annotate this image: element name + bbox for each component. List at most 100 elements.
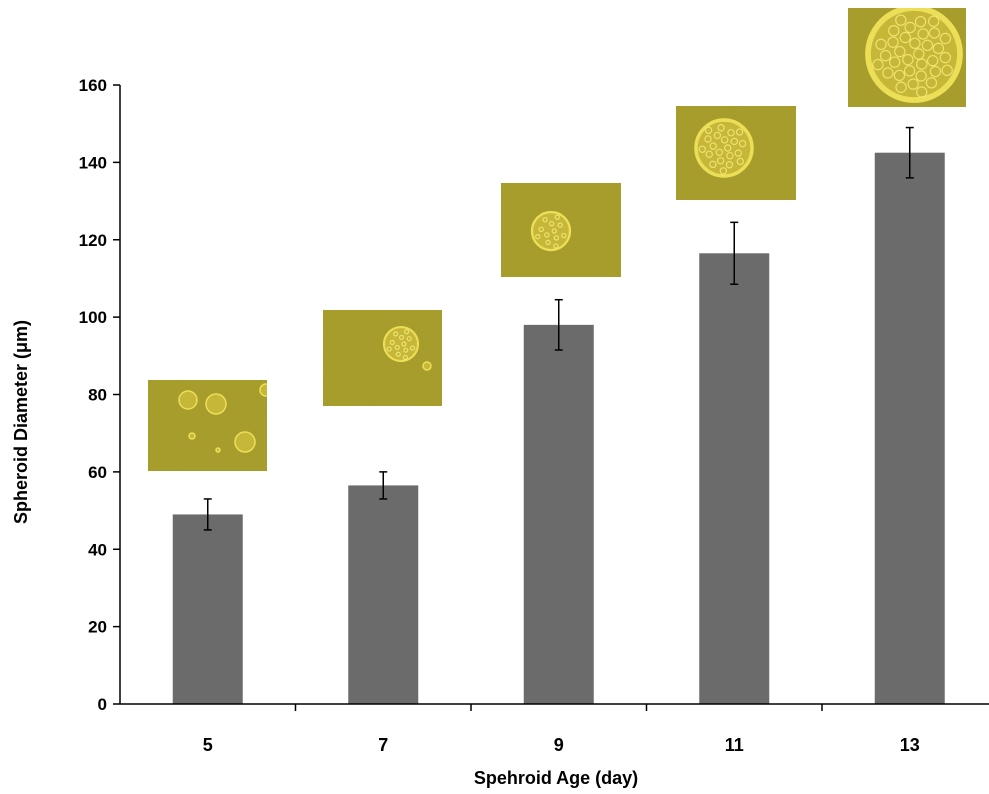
spheroid-cell <box>234 431 256 453</box>
x-tick-label: 5 <box>203 735 213 755</box>
spheroid-subcell <box>398 334 405 341</box>
y-tick-label: 20 <box>88 618 107 637</box>
spheroid-subcell <box>389 339 395 346</box>
y-ticks-group: 0 20 40 60 80 100 120 140 160 <box>79 76 120 714</box>
spheroid-subcell <box>535 233 541 240</box>
spheroid-subcell <box>907 78 919 90</box>
spheroid-subcell <box>939 32 952 45</box>
y-tick-label: 140 <box>79 153 107 172</box>
x-tick-label: 13 <box>900 735 920 755</box>
x-ticks-group: 5 7 9 11 13 <box>203 704 920 755</box>
y-tick-label: 120 <box>79 231 107 250</box>
spheroid-subcell <box>395 351 401 357</box>
spheroid-subcell <box>927 15 940 27</box>
spheroid-cells <box>530 210 572 252</box>
spheroid-subcell <box>894 45 906 58</box>
y-tick-label: 60 <box>88 463 107 482</box>
micrograph-inset <box>676 106 796 200</box>
spheroid-subcell <box>394 344 400 351</box>
spheroid-subcell <box>734 149 742 157</box>
spheroid-subcell <box>709 142 717 150</box>
spheroid-subcell <box>393 331 399 337</box>
spheroid-cell <box>422 361 432 371</box>
spheroid-cells <box>382 325 432 371</box>
spheroid-subcell <box>913 48 925 60</box>
y-axis-title: Spheroid Diameter (μm) <box>11 320 31 524</box>
spheroid-subcell <box>561 232 567 239</box>
spheroid-subcell <box>872 58 884 71</box>
x-tick-label: 9 <box>554 735 564 755</box>
spheroid-subcell <box>548 220 555 227</box>
spheroid-cells <box>178 383 267 453</box>
spheroid-subcell <box>738 139 747 148</box>
spheroid-subcell <box>719 167 728 175</box>
spheroid-subcell <box>727 128 735 137</box>
y-tick-label: 40 <box>88 540 107 559</box>
y-tick-label: 0 <box>98 695 107 714</box>
spheroid-subcell <box>554 214 560 220</box>
spheroid-cell <box>259 383 267 397</box>
y-tick-label: 160 <box>79 76 107 95</box>
spheroid-subcell <box>404 329 410 335</box>
spheroid-subcell <box>717 124 725 132</box>
spheroid-cell <box>382 325 420 363</box>
micrograph-texture <box>148 380 267 471</box>
micrograph-texture <box>323 310 442 406</box>
spheroid-subcell <box>409 345 416 351</box>
spheroid-subcell <box>545 239 551 246</box>
spheroid-subcell <box>386 346 392 352</box>
spheroid-subcell <box>709 160 717 169</box>
micrograph-inset <box>323 310 442 406</box>
spheroid-subcell <box>888 56 901 68</box>
spheroid-subcell <box>401 341 407 347</box>
spheroid-subcell <box>716 157 725 165</box>
x-tick-label: 7 <box>378 735 388 755</box>
spheroid-subcell <box>904 21 916 34</box>
spheroid-cells <box>865 8 963 103</box>
spheroid-subcell <box>713 131 722 140</box>
spheroid-cell <box>188 432 196 440</box>
spheroid-subcell <box>932 42 945 55</box>
spheroid-subcell <box>403 347 409 353</box>
error-bars-group <box>203 126 914 531</box>
spheroid-subcell <box>544 232 550 238</box>
micrograph-inset <box>501 183 621 277</box>
spheroid-subcell <box>725 161 734 169</box>
spheroid-cell <box>205 393 227 415</box>
bar <box>172 514 243 704</box>
spheroid-subcell <box>715 148 724 157</box>
spheroid-subcell <box>875 38 887 51</box>
spheroid-subcell <box>895 81 907 93</box>
micrograph-inset <box>848 8 966 107</box>
spheroid-subcell <box>538 226 544 233</box>
spheroid-cell <box>530 210 572 252</box>
spheroid-subcell <box>925 77 938 89</box>
spheroid-cell <box>215 447 221 453</box>
spheroid-subcell <box>542 216 548 223</box>
spheroid-subcell <box>929 65 942 78</box>
bar <box>874 152 945 704</box>
spheroid-subcell <box>887 36 899 48</box>
spheroid-subcell <box>406 336 412 342</box>
spheroid-subcell <box>888 25 900 37</box>
spheroid-subcell <box>926 54 939 67</box>
spheroid-subcell <box>723 144 732 152</box>
spheroid-subcell <box>698 145 707 153</box>
spheroid-subcell <box>551 228 558 234</box>
spheroid-subcell <box>917 28 929 40</box>
spheroid-subcell <box>921 39 934 52</box>
spheroid-subcell <box>557 222 563 228</box>
spheroid-subcell <box>916 58 928 70</box>
spheroid-subcell <box>915 70 927 82</box>
spheroid-subcell <box>402 354 408 361</box>
spheroid-subcell <box>553 235 560 241</box>
bar <box>348 485 419 704</box>
spheroid-subcell <box>902 53 914 66</box>
spheroid-subcell <box>914 15 927 28</box>
y-tick-label: 100 <box>79 308 107 327</box>
spheroid-subcell <box>916 86 928 98</box>
micrograph-inset <box>148 380 267 471</box>
spheroid-subcell <box>882 67 894 79</box>
spheroid-subcell <box>893 69 906 82</box>
